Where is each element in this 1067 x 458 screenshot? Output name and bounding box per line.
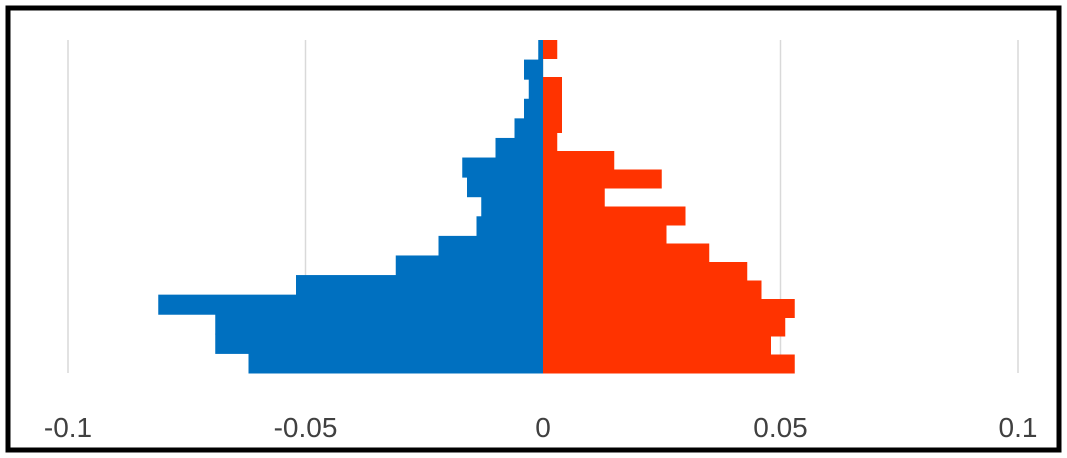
bar bbox=[248, 353, 543, 374]
bar bbox=[462, 157, 543, 178]
bar bbox=[543, 243, 710, 263]
bar bbox=[476, 216, 543, 237]
bar bbox=[158, 294, 543, 315]
x-tick-label: -0.05 bbox=[274, 412, 338, 443]
bar bbox=[543, 114, 562, 133]
bar bbox=[514, 118, 543, 139]
bar bbox=[543, 336, 771, 355]
bar bbox=[543, 151, 615, 170]
bar bbox=[528, 79, 543, 100]
bar bbox=[215, 333, 543, 354]
x-axis-tick-labels: -0.1 -0.05 0 0.05 0.1 bbox=[44, 412, 1038, 443]
bar bbox=[543, 188, 605, 207]
bar bbox=[395, 255, 543, 276]
bar bbox=[538, 40, 543, 61]
x-tick-label: 0 bbox=[535, 412, 551, 443]
bar bbox=[543, 299, 795, 318]
right-series-bars bbox=[543, 40, 795, 374]
left-series-bars bbox=[158, 40, 543, 374]
bar bbox=[543, 169, 662, 189]
x-tick-label: 0.05 bbox=[753, 412, 808, 443]
bar bbox=[543, 280, 762, 300]
bar bbox=[543, 77, 562, 96]
bar bbox=[438, 235, 543, 256]
bar bbox=[543, 262, 748, 281]
bar bbox=[543, 225, 667, 244]
bar bbox=[543, 95, 562, 115]
bar bbox=[296, 275, 543, 296]
bar bbox=[481, 196, 543, 217]
bar bbox=[215, 314, 543, 335]
bar bbox=[467, 177, 543, 198]
bar bbox=[543, 206, 686, 226]
bar bbox=[543, 40, 558, 59]
bar bbox=[543, 354, 795, 374]
bar bbox=[524, 98, 543, 119]
bar bbox=[543, 132, 558, 152]
bar bbox=[495, 137, 543, 159]
bar bbox=[524, 59, 543, 80]
x-tick-label: 0.1 bbox=[999, 412, 1038, 443]
x-tick-label: -0.1 bbox=[44, 412, 92, 443]
bar bbox=[543, 317, 786, 337]
